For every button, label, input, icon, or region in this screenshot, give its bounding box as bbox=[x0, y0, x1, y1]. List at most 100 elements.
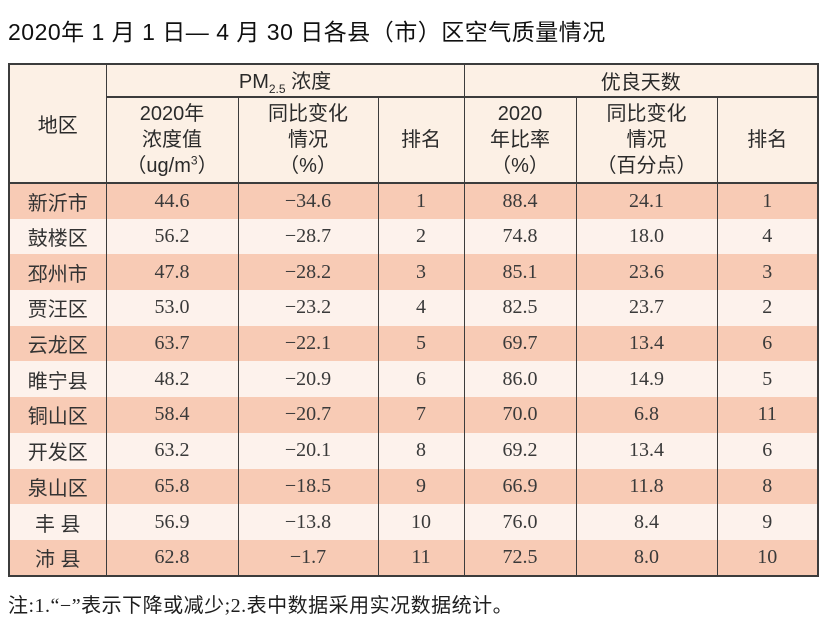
page-title: 2020年 1 月 1 日— 4 月 30 日各县（市）区空气质量情况 bbox=[8, 19, 606, 45]
table-row: 丰 县 56.9 −13.8 10 76.0 8.4 9 bbox=[8, 504, 819, 540]
cell-pm-rank: 1 bbox=[377, 183, 465, 219]
cell-pm-rank: 11 bbox=[377, 539, 465, 576]
table-row: 睢宁县 48.2 −20.9 6 86.0 14.9 5 bbox=[8, 361, 819, 398]
cell-days-yoy: 13.4 bbox=[575, 432, 718, 469]
cell-days-ratio: 74.8 bbox=[463, 218, 577, 255]
cell-days-rank: 2 bbox=[716, 290, 819, 326]
cell-pm-yoy: −1.7 bbox=[237, 539, 379, 576]
header-pm-value: 2020年 浓度值 （ug/m3） bbox=[105, 97, 239, 184]
table-row: 沛 县 62.8 −1.7 11 72.5 8.0 10 bbox=[8, 539, 819, 576]
cell-days-ratio: 70.0 bbox=[463, 397, 577, 433]
cell-days-ratio: 69.2 bbox=[463, 432, 577, 469]
cell-days-yoy: 14.9 bbox=[575, 361, 718, 398]
header-days-rank: 排名 bbox=[716, 97, 819, 184]
cell-region: 云龙区 bbox=[8, 325, 107, 362]
cell-region: 邳州市 bbox=[8, 254, 107, 291]
table-row: 贾汪区 53.0 −23.2 4 82.5 23.7 2 bbox=[8, 290, 819, 326]
cell-days-yoy: 23.6 bbox=[575, 254, 718, 291]
cell-pm-yoy: −23.2 bbox=[237, 290, 379, 326]
cell-days-rank: 1 bbox=[716, 183, 819, 219]
cell-days-rank: 11 bbox=[716, 397, 819, 433]
cell-pm-yoy: −34.6 bbox=[237, 183, 379, 219]
cell-pm-yoy: −18.5 bbox=[237, 468, 379, 505]
cell-days-yoy: 8.4 bbox=[575, 504, 718, 540]
cell-days-ratio: 88.4 bbox=[463, 183, 577, 219]
cell-pm-yoy: −20.1 bbox=[237, 432, 379, 469]
good-days-group-label: 优良天数 bbox=[600, 72, 681, 94]
cell-days-yoy: 24.1 bbox=[575, 183, 718, 219]
cell-days-yoy: 13.4 bbox=[575, 325, 718, 362]
cell-pm-value: 63.2 bbox=[105, 432, 239, 469]
days-ratio-line2: 年比率 bbox=[490, 129, 551, 151]
header-days-ratio: 2020 年比率 （%） bbox=[463, 97, 577, 184]
cell-pm-yoy: −28.7 bbox=[237, 218, 379, 255]
cell-region: 丰 县 bbox=[8, 504, 107, 540]
days-yoy-line3: （百分点） bbox=[596, 155, 697, 177]
cell-days-rank: 4 bbox=[716, 218, 819, 255]
cell-pm-value: 53.0 bbox=[105, 290, 239, 326]
cell-pm-value: 44.6 bbox=[105, 183, 239, 219]
pm-group-prefix: PM bbox=[238, 71, 269, 93]
footnote: 注:1.“−”表示下降或减少;2.表中数据采用实况数据统计。 bbox=[8, 594, 514, 617]
days-yoy-line1: 同比变化 bbox=[606, 103, 687, 125]
cell-days-yoy: 11.8 bbox=[575, 468, 718, 505]
cell-region: 新沂市 bbox=[8, 183, 107, 219]
cell-region: 开发区 bbox=[8, 432, 107, 469]
cell-pm-rank: 2 bbox=[377, 218, 465, 255]
cell-days-rank: 8 bbox=[716, 468, 819, 505]
cell-region: 铜山区 bbox=[8, 397, 107, 433]
cell-pm-yoy: −28.2 bbox=[237, 254, 379, 291]
cell-days-ratio: 72.5 bbox=[463, 539, 577, 576]
cell-days-rank: 6 bbox=[716, 432, 819, 469]
cell-pm-value: 56.2 bbox=[105, 218, 239, 255]
cell-pm-rank: 7 bbox=[377, 397, 465, 433]
cell-pm-value: 56.9 bbox=[105, 504, 239, 540]
cell-days-rank: 3 bbox=[716, 254, 819, 291]
cell-pm-value: 62.8 bbox=[105, 539, 239, 576]
cell-region: 贾汪区 bbox=[8, 290, 107, 326]
cell-days-ratio: 69.7 bbox=[463, 325, 577, 362]
pm-yoy-line2: 情况 bbox=[288, 129, 328, 151]
cell-pm-value: 47.8 bbox=[105, 254, 239, 291]
header-pm-yoy: 同比变化 情况 （%） bbox=[237, 97, 379, 184]
pm-group-suffix: 浓度 bbox=[285, 71, 332, 93]
header-region: 地区 bbox=[8, 64, 107, 184]
cell-pm-value: 65.8 bbox=[105, 468, 239, 505]
cell-region: 泉山区 bbox=[8, 468, 107, 505]
air-quality-table: 地区 PM2.5 浓度 优良天数 2020年 浓度值 （ug/m3） 同比变化 … bbox=[8, 63, 820, 577]
header-days-yoy: 同比变化 情况 （百分点） bbox=[575, 97, 718, 184]
table-row: 开发区 63.2 −20.1 8 69.2 13.4 6 bbox=[8, 432, 819, 469]
cell-pm-value: 58.4 bbox=[105, 397, 239, 433]
cell-region: 睢宁县 bbox=[8, 361, 107, 398]
cell-days-ratio: 85.1 bbox=[463, 254, 577, 291]
pm-yoy-line1: 同比变化 bbox=[268, 103, 348, 125]
cell-region: 鼓楼区 bbox=[8, 218, 107, 255]
cell-pm-yoy: −22.1 bbox=[237, 325, 379, 362]
pm-group-subscript: 2.5 bbox=[268, 82, 286, 96]
pm-value-line1: 2020年 bbox=[139, 103, 205, 125]
days-ratio-line1: 2020 bbox=[497, 103, 543, 125]
cell-pm-value: 48.2 bbox=[105, 361, 239, 398]
cell-days-yoy: 6.8 bbox=[575, 397, 718, 433]
header-group-row: 地区 PM2.5 浓度 优良天数 bbox=[8, 64, 819, 184]
cell-pm-rank: 4 bbox=[377, 290, 465, 326]
pm-rank-label: 排名 bbox=[401, 129, 441, 151]
cell-days-ratio: 76.0 bbox=[463, 504, 577, 540]
cell-days-rank: 9 bbox=[716, 504, 819, 540]
cell-pm-rank: 9 bbox=[377, 468, 465, 505]
header-region-label: 地区 bbox=[37, 115, 78, 137]
header-pm-rank: 排名 bbox=[377, 97, 465, 184]
cell-region: 沛 县 bbox=[8, 539, 107, 576]
cell-pm-yoy: −20.7 bbox=[237, 397, 379, 433]
table-row: 铜山区 58.4 −20.7 7 70.0 6.8 11 bbox=[8, 397, 819, 433]
cell-pm-rank: 8 bbox=[377, 432, 465, 469]
table-header: 地区 PM2.5 浓度 优良天数 2020年 浓度值 （ug/m3） 同比变化 … bbox=[8, 64, 819, 184]
table-body: 新沂市 44.6 −34.6 1 88.4 24.1 1 鼓楼区 56.2 −2… bbox=[8, 183, 819, 576]
table-row: 泉山区 65.8 −18.5 9 66.9 11.8 8 bbox=[8, 468, 819, 505]
days-rank-label: 排名 bbox=[747, 129, 788, 151]
header-good-days-group: 优良天数 bbox=[463, 64, 819, 98]
cell-pm-yoy: −13.8 bbox=[237, 504, 379, 540]
cell-days-rank: 6 bbox=[716, 325, 819, 362]
cell-days-yoy: 23.7 bbox=[575, 290, 718, 326]
cell-days-ratio: 66.9 bbox=[463, 468, 577, 505]
